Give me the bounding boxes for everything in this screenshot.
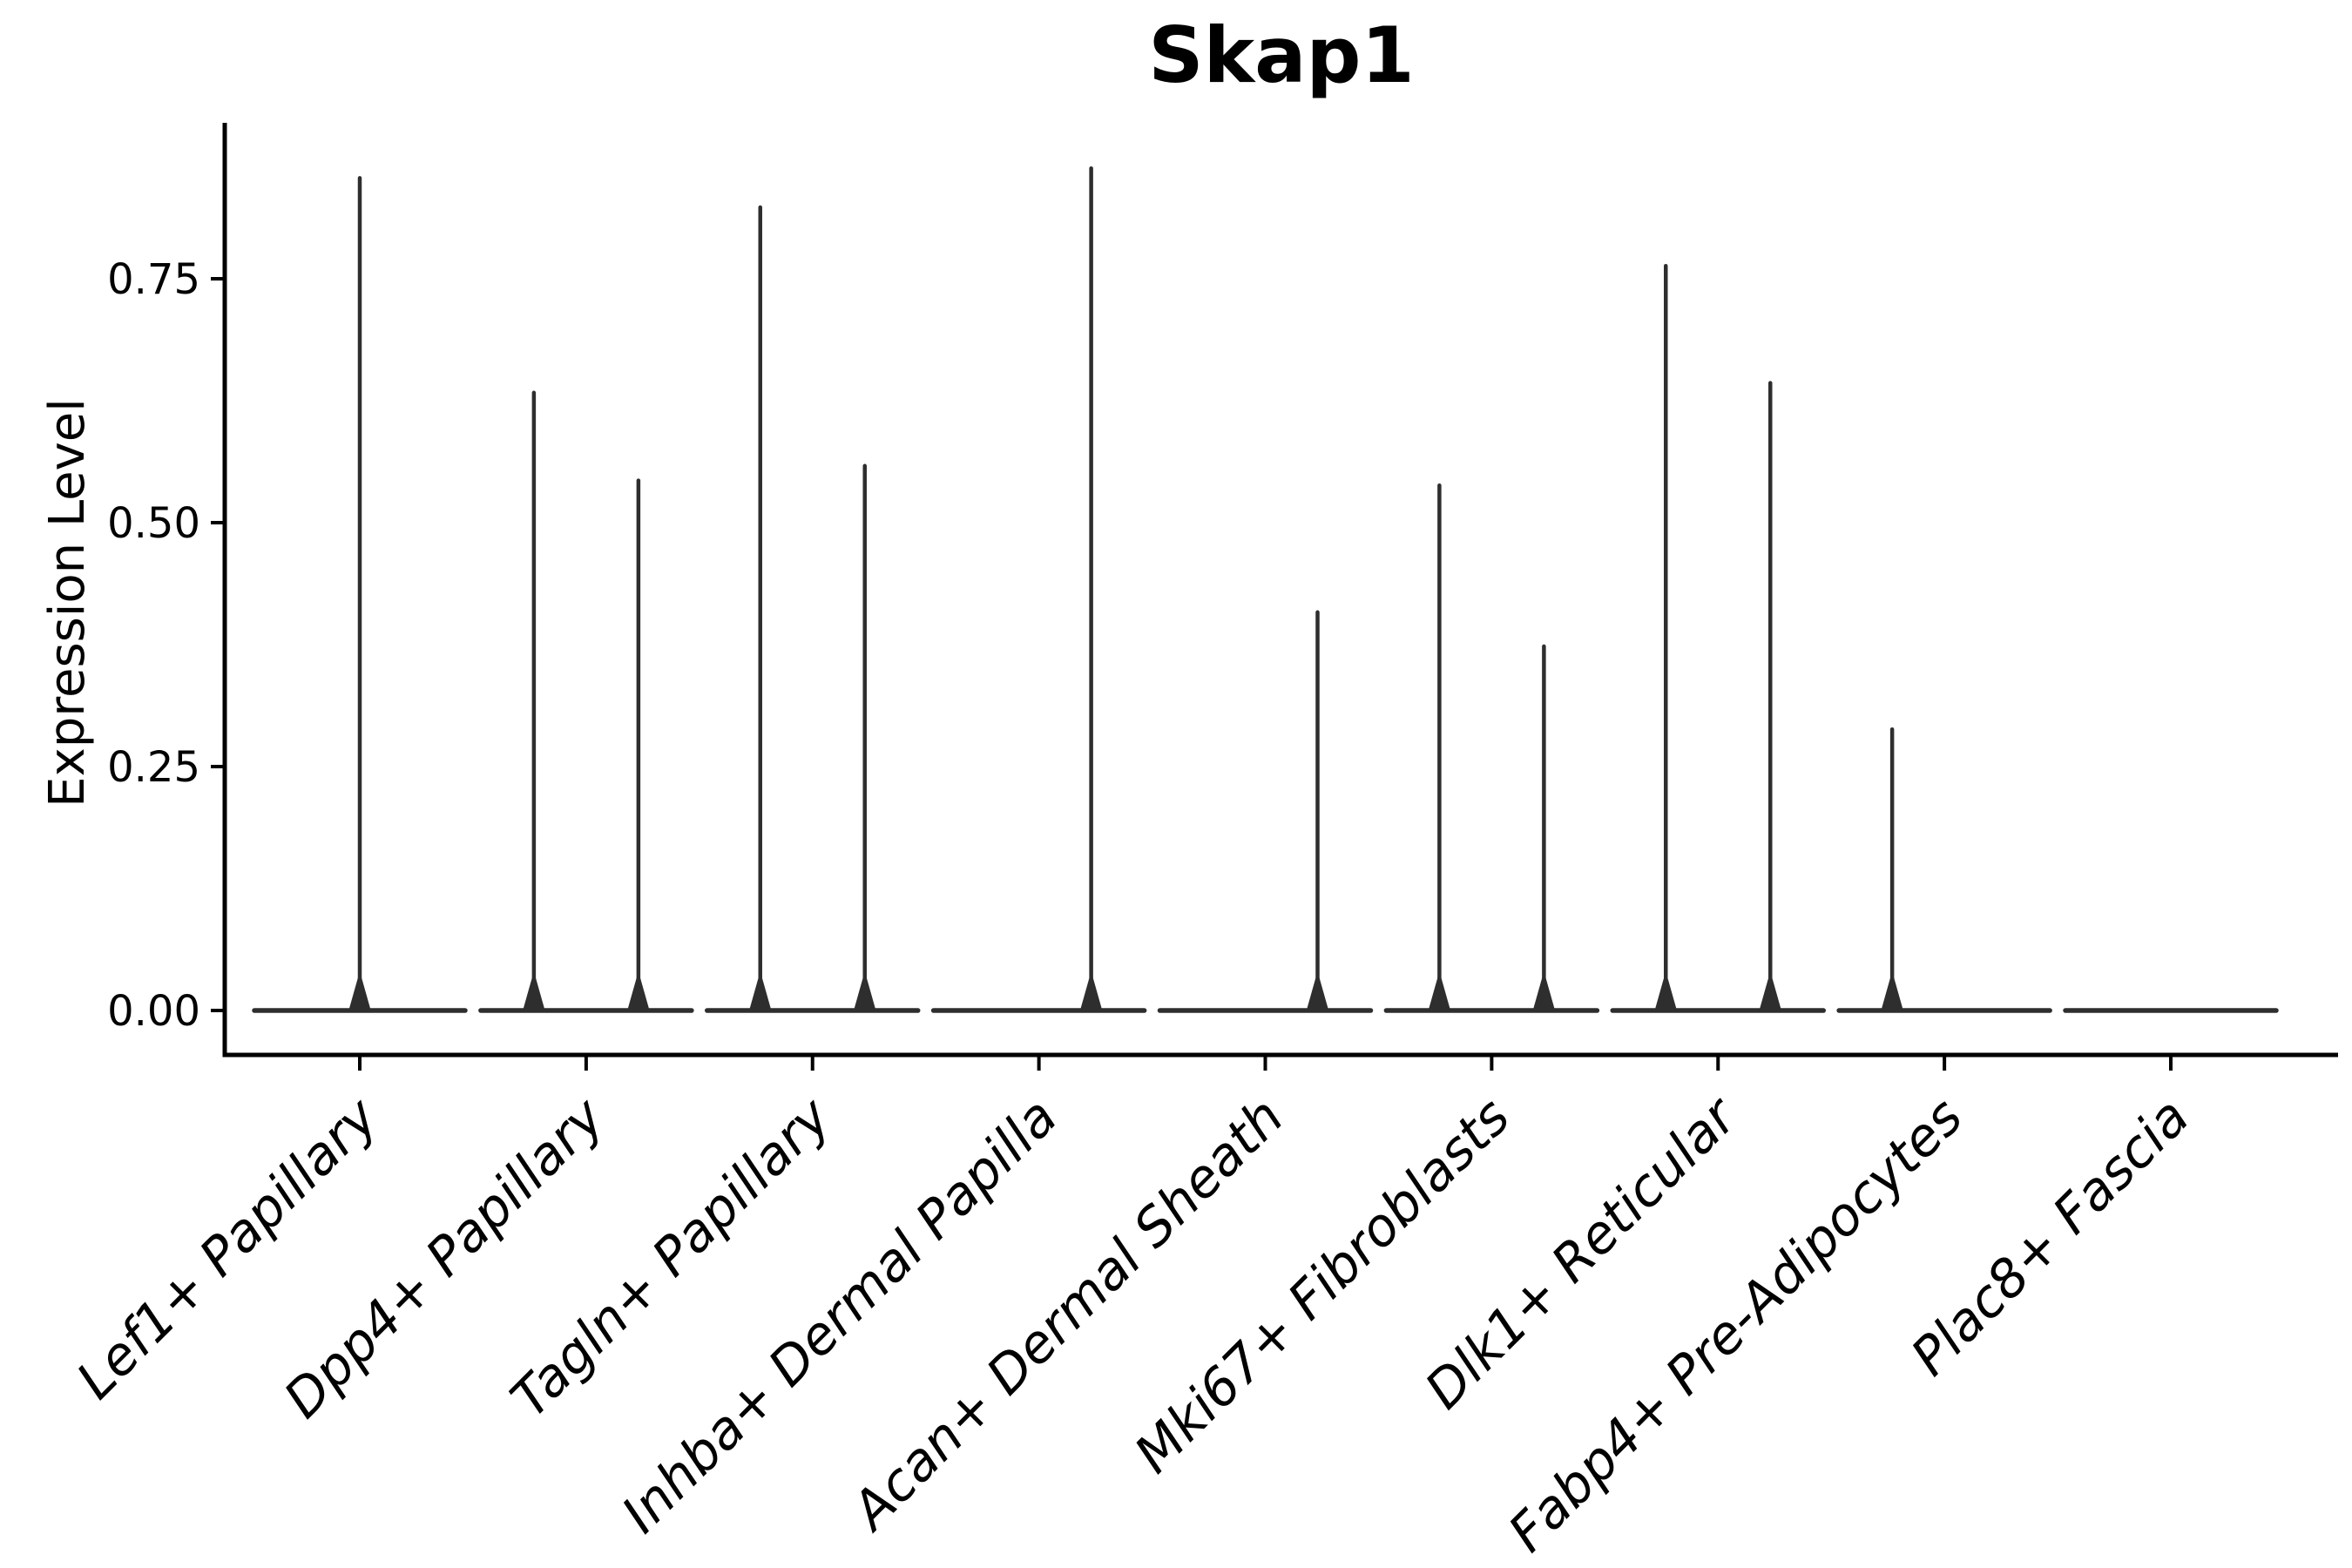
y-tick-label: 0.75: [107, 255, 200, 304]
x-tick-label: Fabp4+ Pre-Adipocytes: [1497, 1086, 1975, 1564]
chart-title: Skap1: [1148, 10, 1415, 100]
x-tick-label: Acan+ Dermal Sheath: [838, 1086, 1295, 1544]
y-tick-label: 0.00: [107, 987, 200, 1036]
x-tick-label: Inhba+ Dermal Papilla: [611, 1086, 1069, 1544]
x-tick-label: Mki67+ Fibroblasts: [1123, 1086, 1522, 1485]
y-tick-label: 0.25: [107, 743, 200, 792]
y-tick-label: 0.50: [107, 499, 200, 548]
